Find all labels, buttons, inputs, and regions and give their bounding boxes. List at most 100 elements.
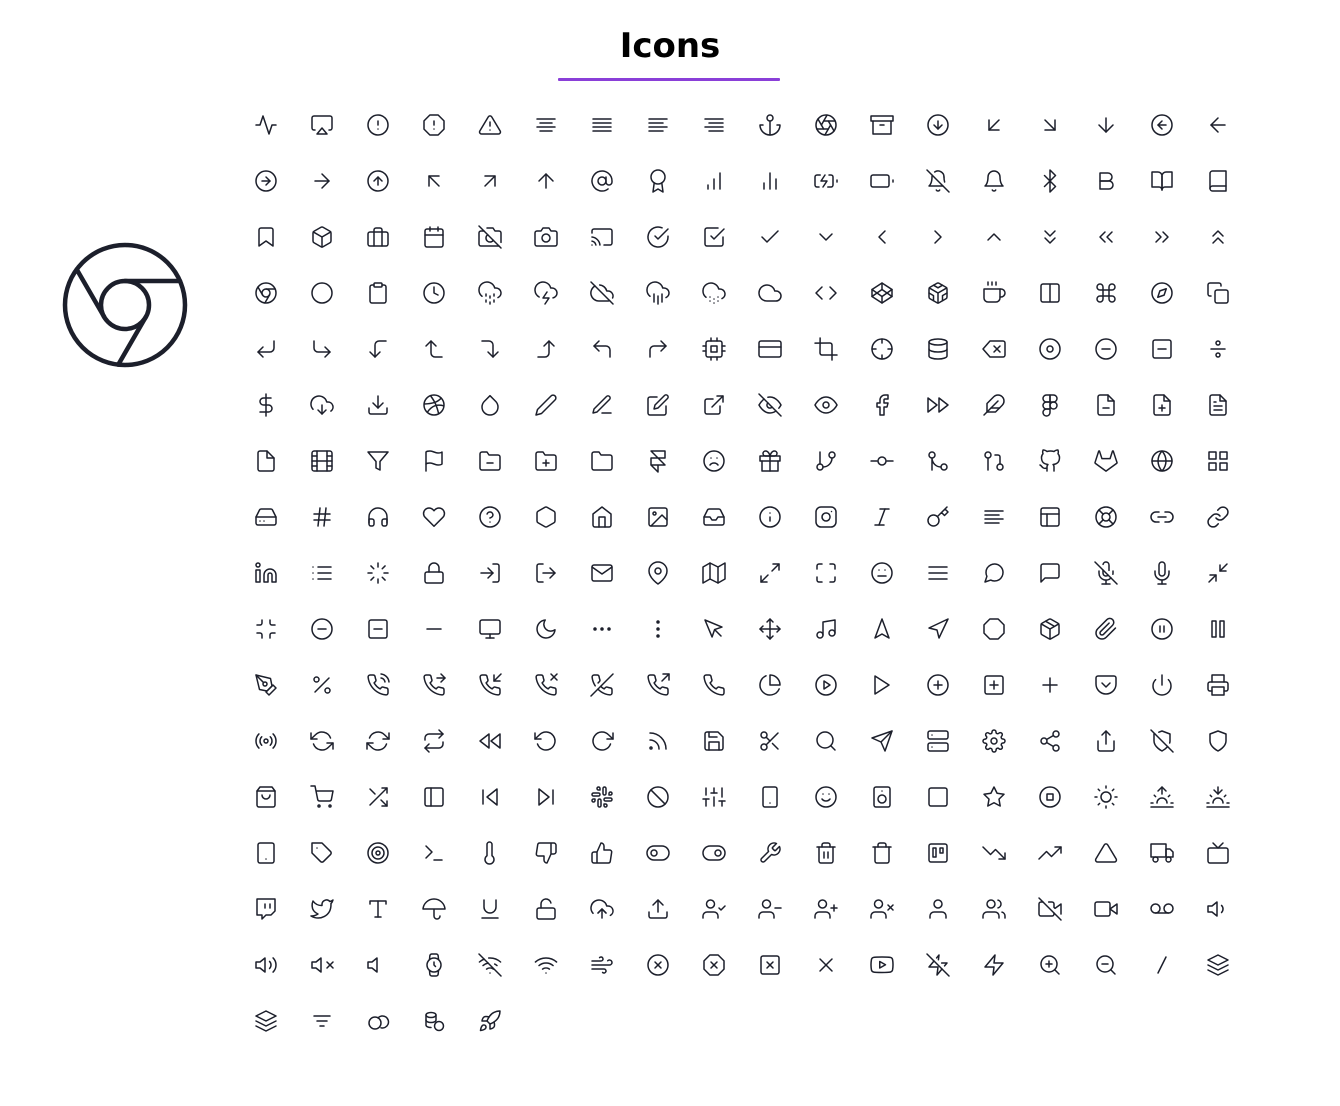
phone-forwarded-icon[interactable]	[406, 657, 462, 713]
more-horizontal-icon[interactable]	[574, 601, 630, 657]
arrow-down-icon[interactable]	[1078, 97, 1134, 153]
activity-icon[interactable]	[238, 97, 294, 153]
zoom-out-icon[interactable]	[1078, 937, 1134, 993]
figma-icon[interactable]	[1022, 377, 1078, 433]
slash-icon[interactable]	[630, 769, 686, 825]
pocket-icon[interactable]	[1078, 657, 1134, 713]
help-circle-icon[interactable]	[462, 489, 518, 545]
meh-icon[interactable]	[854, 545, 910, 601]
airplay-icon[interactable]	[294, 97, 350, 153]
framer-icon[interactable]	[630, 433, 686, 489]
phone-missed-icon[interactable]	[518, 657, 574, 713]
upload-cloud-icon[interactable]	[574, 881, 630, 937]
wifi-off-icon[interactable]	[462, 937, 518, 993]
loader-icon[interactable]	[350, 545, 406, 601]
underline-icon[interactable]	[462, 881, 518, 937]
codepen-icon[interactable]	[854, 265, 910, 321]
cloud-drizzle-icon[interactable]	[462, 265, 518, 321]
grid-icon[interactable]	[1190, 433, 1246, 489]
database-icon[interactable]	[910, 321, 966, 377]
unlock-icon[interactable]	[518, 881, 574, 937]
sliders-icon[interactable]	[686, 769, 742, 825]
moon-icon[interactable]	[518, 601, 574, 657]
filter-lines-icon[interactable]	[294, 993, 350, 1049]
chevron-up-icon[interactable]	[966, 209, 1022, 265]
link-2-icon[interactable]	[1134, 489, 1190, 545]
smile-icon[interactable]	[798, 769, 854, 825]
share-icon[interactable]	[1078, 713, 1134, 769]
info-icon[interactable]	[742, 489, 798, 545]
trello-icon[interactable]	[910, 825, 966, 881]
thermometer-icon[interactable]	[462, 825, 518, 881]
volume-icon[interactable]	[350, 937, 406, 993]
award-icon[interactable]	[630, 153, 686, 209]
download-cloud-icon[interactable]	[294, 377, 350, 433]
plus-circle-icon[interactable]	[910, 657, 966, 713]
edit-3-icon[interactable]	[574, 377, 630, 433]
filter-icon[interactable]	[350, 433, 406, 489]
log-in-icon[interactable]	[462, 545, 518, 601]
x-square-icon[interactable]	[742, 937, 798, 993]
globe-icon[interactable]	[1134, 433, 1190, 489]
instagram-icon[interactable]	[798, 489, 854, 545]
facebook-icon[interactable]	[854, 377, 910, 433]
bell-off-icon[interactable]	[910, 153, 966, 209]
volume-2-icon[interactable]	[238, 937, 294, 993]
terminal-icon[interactable]	[406, 825, 462, 881]
life-buoy-icon[interactable]	[1078, 489, 1134, 545]
bar-chart-2-icon[interactable]	[742, 153, 798, 209]
briefcase-icon[interactable]	[350, 209, 406, 265]
phone-outgoing-icon[interactable]	[630, 657, 686, 713]
arrow-down-right-icon[interactable]	[1022, 97, 1078, 153]
plus-square-icon[interactable]	[966, 657, 1022, 713]
github-icon[interactable]	[1022, 433, 1078, 489]
gift-icon[interactable]	[742, 433, 798, 489]
x-icon[interactable]	[798, 937, 854, 993]
rotate-cw-icon[interactable]	[574, 713, 630, 769]
server-icon[interactable]	[910, 713, 966, 769]
rocket-icon[interactable]	[462, 993, 518, 1049]
eye-icon[interactable]	[798, 377, 854, 433]
copy-icon[interactable]	[1190, 265, 1246, 321]
phone-off-icon[interactable]	[574, 657, 630, 713]
align-left-icon[interactable]	[966, 489, 1022, 545]
plus-icon[interactable]	[1022, 657, 1078, 713]
target-icon[interactable]	[350, 825, 406, 881]
sidebar-icon[interactable]	[406, 769, 462, 825]
zoom-in-icon[interactable]	[1022, 937, 1078, 993]
more-vertical-icon[interactable]	[630, 601, 686, 657]
hash-icon[interactable]	[294, 489, 350, 545]
share-2-icon[interactable]	[1022, 713, 1078, 769]
cloud-icon[interactable]	[742, 265, 798, 321]
user-icon[interactable]	[910, 881, 966, 937]
phone-call-icon[interactable]	[350, 657, 406, 713]
layout-icon[interactable]	[1022, 489, 1078, 545]
file-plus-icon[interactable]	[1134, 377, 1190, 433]
align-right-icon[interactable]	[686, 97, 742, 153]
log-out-icon[interactable]	[518, 545, 574, 601]
speaker-icon[interactable]	[854, 769, 910, 825]
image-icon[interactable]	[630, 489, 686, 545]
calendar-icon[interactable]	[406, 209, 462, 265]
box-icon[interactable]	[294, 209, 350, 265]
linkedin-icon[interactable]	[238, 545, 294, 601]
chevrons-up-icon[interactable]	[1190, 209, 1246, 265]
square-icon[interactable]	[910, 769, 966, 825]
trending-down-icon[interactable]	[966, 825, 1022, 881]
chevron-down-icon[interactable]	[798, 209, 854, 265]
bluetooth-icon[interactable]	[1022, 153, 1078, 209]
stop-circle-icon[interactable]	[1022, 769, 1078, 825]
film-icon[interactable]	[294, 433, 350, 489]
slash-line-icon[interactable]	[1134, 937, 1190, 993]
git-commit-icon[interactable]	[854, 433, 910, 489]
music-icon[interactable]	[798, 601, 854, 657]
bookmark-icon[interactable]	[238, 209, 294, 265]
arrow-up-left-icon[interactable]	[406, 153, 462, 209]
pause-icon[interactable]	[1190, 601, 1246, 657]
watch-icon[interactable]	[406, 937, 462, 993]
type-icon[interactable]	[350, 881, 406, 937]
codesandbox-icon[interactable]	[910, 265, 966, 321]
skip-forward-icon[interactable]	[518, 769, 574, 825]
tag-icon[interactable]	[294, 825, 350, 881]
alert-octagon-icon[interactable]	[406, 97, 462, 153]
